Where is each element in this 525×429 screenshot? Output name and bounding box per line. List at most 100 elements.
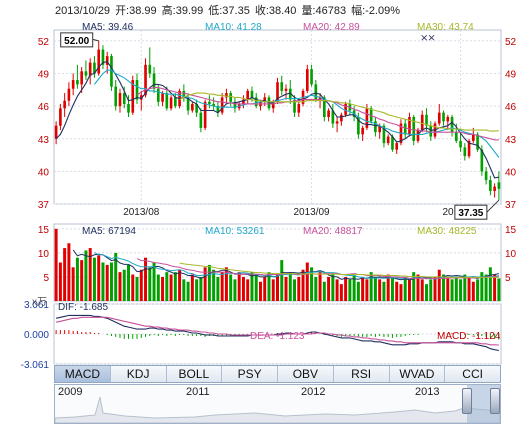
volume-bar (369, 272, 373, 301)
price-tick-left: 49 (38, 70, 50, 81)
candle-body (76, 80, 79, 85)
volume-bar (212, 269, 216, 301)
volume-bar (271, 279, 275, 301)
volume-bar (118, 272, 122, 301)
volume-bar (173, 272, 177, 301)
vol-ma5-label: MA5: 67194 (82, 226, 136, 237)
candle-body (144, 64, 147, 96)
price-ma20-line (136, 87, 499, 141)
volume-tick-left: 5 (43, 273, 49, 284)
volume-bar (339, 284, 343, 301)
candle-body (263, 97, 267, 102)
maximize-icon[interactable]: ⨯⨯ (420, 33, 436, 44)
volume-bar (488, 267, 492, 301)
volume-bar (412, 272, 416, 301)
navigator-left-handle[interactable] (462, 388, 472, 414)
volume-bar (493, 274, 497, 301)
candle-body (199, 112, 203, 128)
candle-body (182, 90, 186, 98)
volume-bar (476, 279, 480, 301)
candle-body (203, 101, 207, 128)
tab-kdj[interactable]: KDJ (111, 366, 167, 382)
price-tick-right: 52 (505, 37, 517, 48)
volume-bar (344, 276, 348, 301)
macd-tick-left: -3.061 (21, 360, 50, 371)
macd-tick-left: 0.000 (24, 330, 49, 341)
volume-bar (237, 272, 241, 301)
volume-bar (442, 274, 446, 301)
volume-bar (199, 276, 203, 301)
volume-bar (484, 274, 488, 301)
tab-wvad[interactable]: WVAD (390, 366, 446, 382)
indicator-tabs: MACD KDJ BOLL PSY OBV RSI WVAD CCI (54, 365, 501, 383)
candle-body (233, 101, 237, 109)
price-tick-left: 43 (38, 135, 50, 146)
candle-body (174, 97, 177, 107)
price-tick-right: 37 (505, 200, 517, 211)
candle-body (161, 93, 164, 102)
candle-body (297, 103, 301, 113)
volume-bar (71, 267, 75, 301)
candle-body (276, 82, 279, 102)
volume-bar (152, 262, 156, 301)
candle-body (493, 186, 496, 191)
candle-body (229, 93, 232, 102)
timeline-navigator[interactable]: 2009 2011 2012 2013 (54, 384, 501, 424)
candle-body (323, 97, 326, 117)
tab-psy[interactable]: PSY (222, 366, 278, 382)
volume-tick-right: 15 (505, 225, 517, 236)
candle-body (212, 103, 215, 107)
candle-body (293, 99, 296, 113)
candle-body (374, 121, 377, 133)
candle-body (331, 110, 335, 124)
volume-bar (373, 276, 377, 301)
candle-body (152, 73, 156, 89)
volume-tick-right: 5 (505, 273, 511, 284)
candle-body (412, 117, 416, 141)
volume-bar (305, 262, 309, 301)
volume-bar (425, 284, 428, 301)
volume-bar (216, 276, 220, 301)
candle-body (80, 71, 83, 85)
candle-body (122, 93, 126, 104)
tab-macd[interactable]: MACD (55, 366, 111, 382)
tab-boll[interactable]: BOLL (167, 366, 223, 382)
candle-body (365, 108, 369, 128)
volume-bar (250, 272, 254, 301)
volume-bar (382, 281, 386, 301)
vol-ma20-label: MA20: 48817 (303, 226, 363, 237)
navigator-right-handle[interactable] (490, 388, 500, 414)
vol-ma10-label: MA10: 53261 (205, 226, 265, 237)
candle-body (84, 71, 88, 76)
tab-cci[interactable]: CCI (462, 367, 483, 381)
volume-bar (105, 264, 109, 301)
volume-bar (293, 279, 297, 301)
volume-bar (178, 269, 182, 301)
tab-rsi[interactable]: RSI (334, 366, 390, 382)
volume-bar (80, 260, 84, 301)
candle-body (382, 125, 386, 144)
volume-bar (101, 262, 105, 301)
volume-bar (446, 276, 450, 301)
candle-body (127, 103, 130, 113)
volume-bar (63, 248, 67, 301)
volume-bar (135, 276, 139, 301)
quote-close: 收:38.40 (254, 5, 297, 17)
quote-volume: 量:46783 (301, 5, 347, 17)
volume-bar (148, 267, 152, 301)
candle-body (314, 84, 318, 100)
price-ma30-line (179, 92, 499, 132)
candle-body (408, 117, 411, 135)
quote-change: 幅:-2.09% (351, 5, 401, 17)
volume-bar (254, 274, 258, 301)
candle-body (420, 114, 424, 131)
volume-bar (156, 274, 160, 301)
tab-obv[interactable]: OBV (278, 366, 334, 382)
candle-body (288, 88, 292, 100)
volume-bar (267, 272, 271, 301)
candle-body (71, 80, 75, 89)
volume-bar (390, 276, 394, 301)
volume-bar (67, 243, 71, 301)
quote-date: 2013/10/29 (55, 5, 111, 17)
